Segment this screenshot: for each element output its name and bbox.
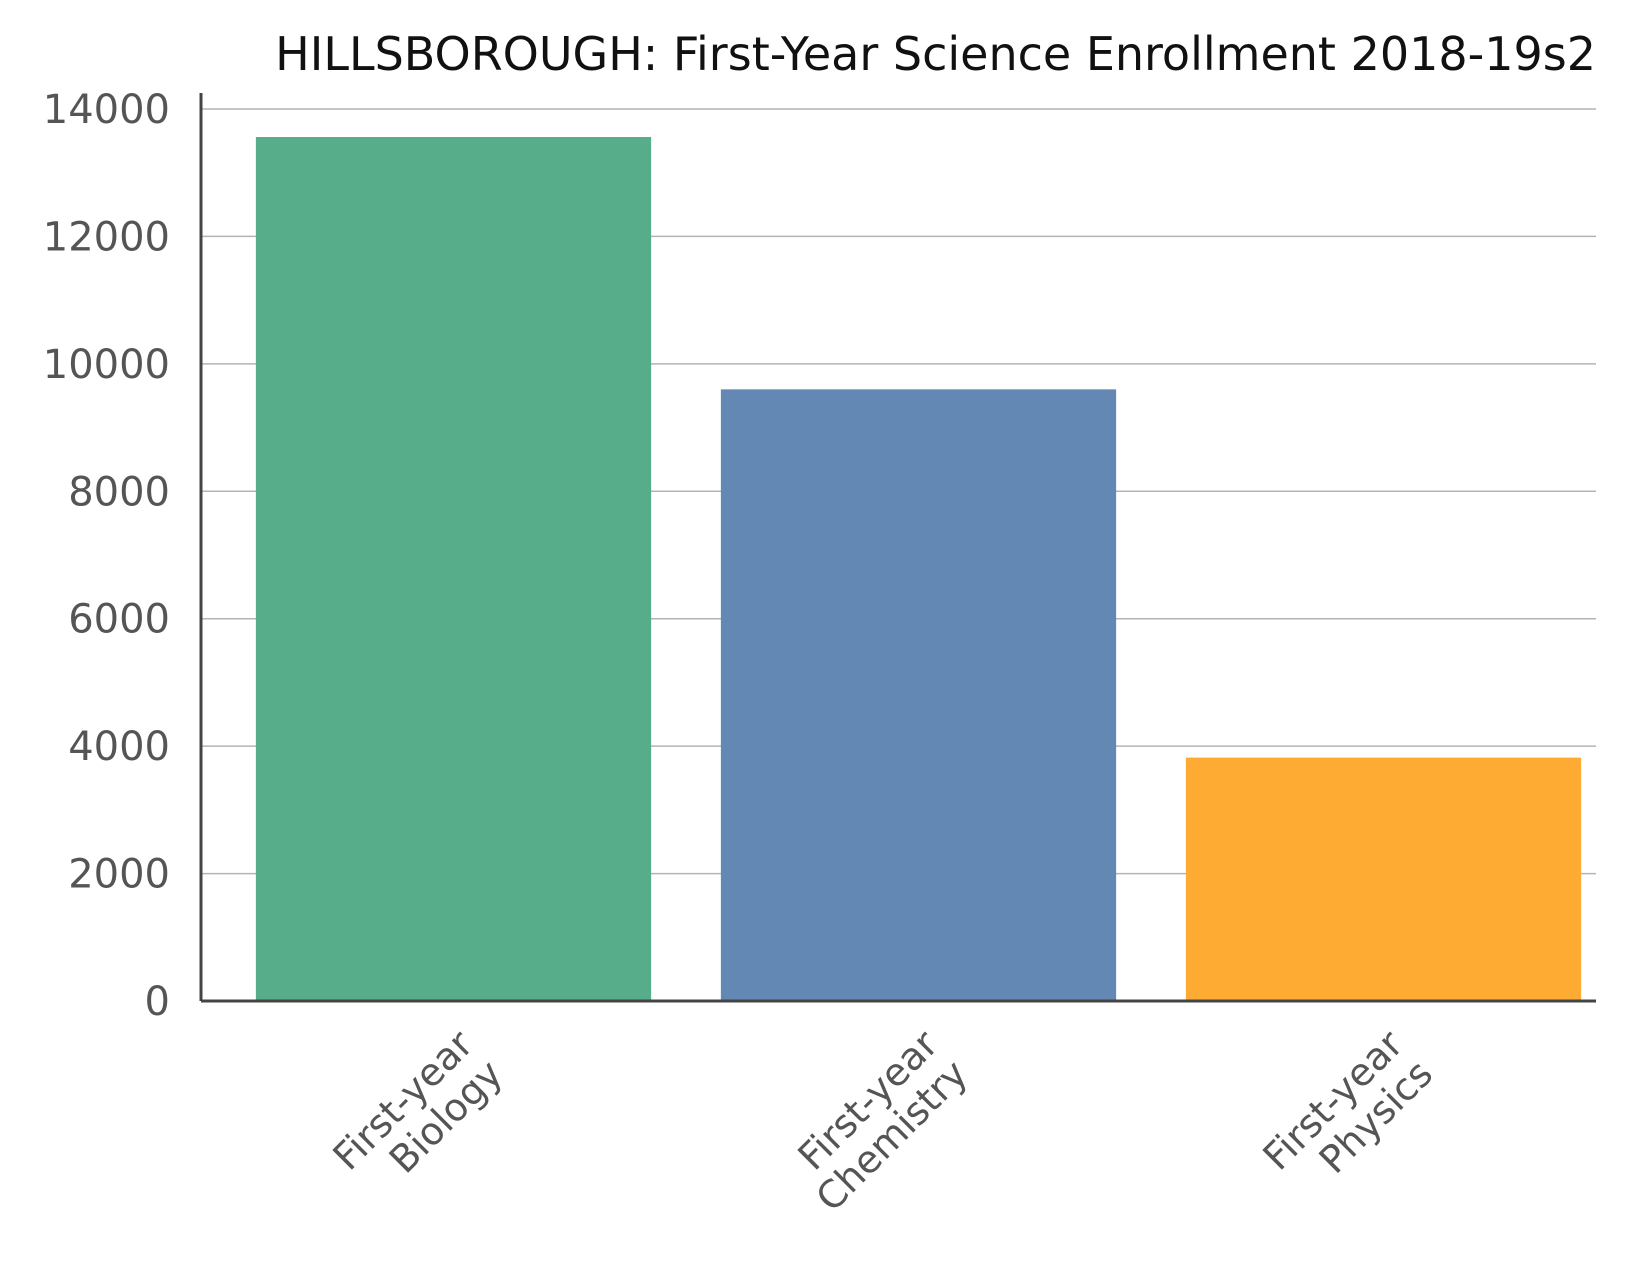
y-tick-label: 4000 — [68, 724, 170, 770]
bars — [255, 137, 1582, 1001]
bar-chemistry — [720, 389, 1117, 1001]
axes — [199, 93, 1596, 1003]
y-tick-label: 0 — [145, 979, 170, 1025]
y-tick-label: 12000 — [43, 214, 170, 260]
y-axis-tick-labels: 0 2000 4000 6000 8000 10000 12000 14000 — [43, 87, 170, 1025]
bar-physics — [1185, 757, 1582, 1001]
y-tick-label: 10000 — [43, 342, 170, 388]
y-tick-label: 14000 — [43, 87, 170, 133]
y-tick-label: 6000 — [68, 597, 170, 643]
y-tick-label: 2000 — [68, 852, 170, 898]
chart-title: HILLSBOROUGH: First-Year Science Enrollm… — [275, 27, 1596, 81]
y-tick-label: 8000 — [68, 469, 170, 515]
bar-biology — [255, 137, 652, 1001]
